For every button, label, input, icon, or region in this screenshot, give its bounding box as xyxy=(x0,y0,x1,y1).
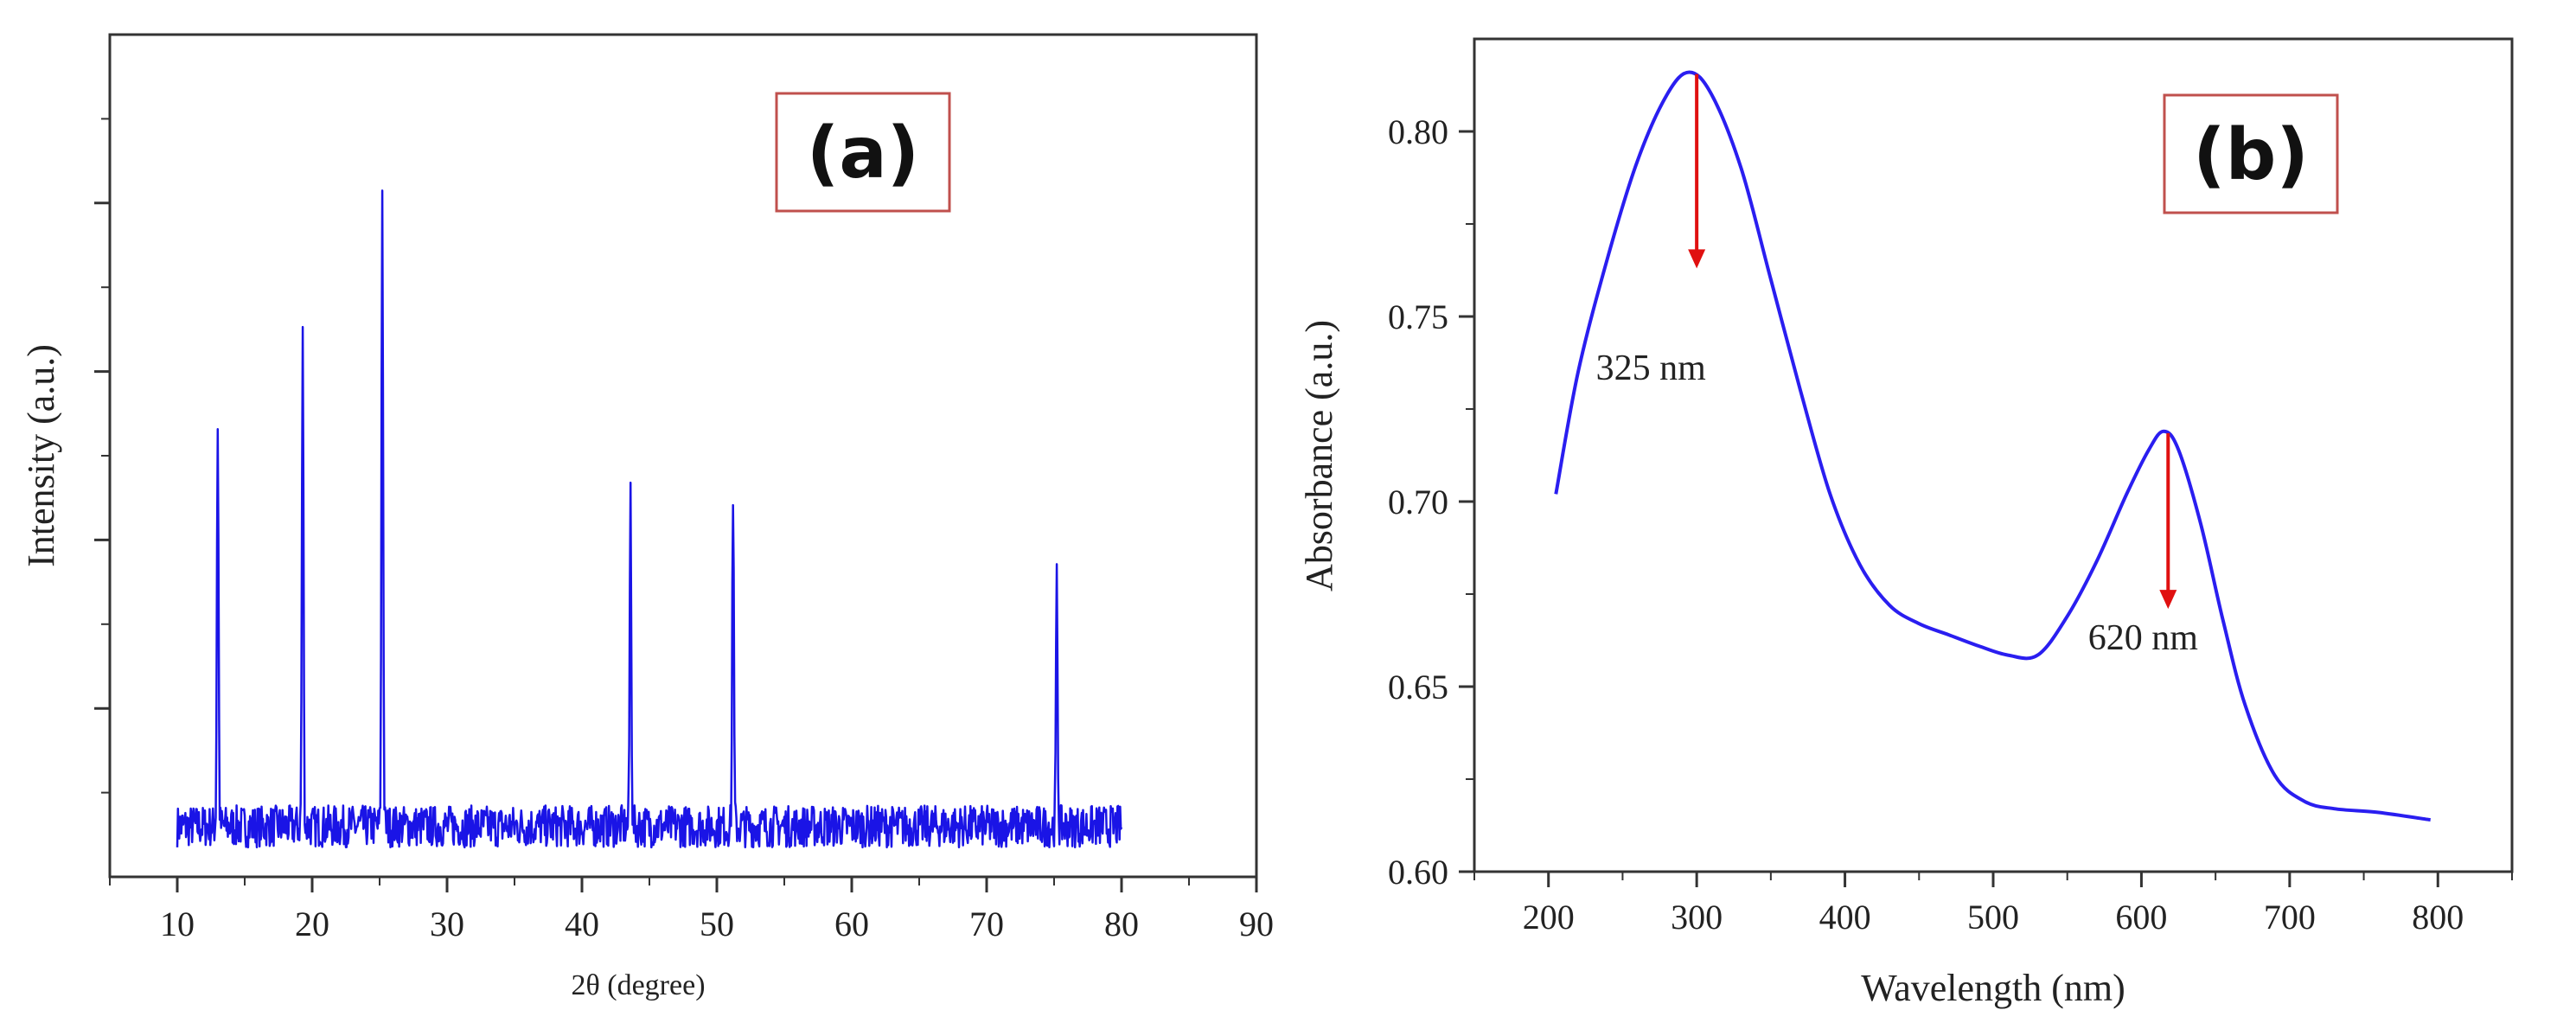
panel-b: 200 300 400 500 600 700 800 0.600.650.700.750.… xyxy=(1298,37,2514,1009)
panel-a-x-tick-label: 70 xyxy=(969,905,1004,943)
panel-a-x-tick-label: 90 xyxy=(1239,905,1274,943)
panel-a-x-tick-label: 60 xyxy=(834,905,869,943)
panel-a-x-ticks xyxy=(109,877,1258,892)
panel-b-y-tick-label: 0.80 xyxy=(1388,112,1448,151)
panel-b-label: (b) xyxy=(2193,114,2309,196)
panel-b-y-tick-labels: 0.60 0.65 0.70 0.75 0.80 xyxy=(1388,112,1448,892)
panel-a-series xyxy=(176,189,1123,849)
panel-b-x-tick-label: 700 xyxy=(2264,898,2316,937)
panel-b-x-tick-label: 800 xyxy=(2412,898,2464,937)
panel-b-peak-arrowhead xyxy=(1688,249,1706,269)
panel-a-label: (a) xyxy=(807,112,919,195)
panel-a-x-tick-label: 40 xyxy=(565,905,599,943)
panel-b-y-tick-label: 0.65 xyxy=(1388,668,1448,707)
panel-a-label-box xyxy=(775,92,951,213)
panel-b-plot-frame xyxy=(1473,37,2514,873)
panel-b-peak-label: 325 nm xyxy=(1596,348,1707,388)
panel-b-x-ticks xyxy=(1473,872,2513,887)
panel-b-peak-arrowhead xyxy=(2159,590,2177,610)
panel-b-label-box xyxy=(2163,93,2339,214)
panel-b-absorbance-line xyxy=(1554,70,2431,822)
panel-b-y-axis-title: Absorbance (a.u.) xyxy=(1298,320,1340,591)
panel-b-x-tick-label: 400 xyxy=(1819,898,1871,937)
panel-b-x-tick-label: 500 xyxy=(1967,898,2019,937)
panel-a-x-tick-label: 80 xyxy=(1104,905,1139,943)
panel-a: 10 20 30 40 50 60 70 80 90 2θ (degree) Intensity… xyxy=(20,33,1274,1001)
panel-b-x-tick-label: 300 xyxy=(1671,898,1723,937)
panel-b-annotations: 325 nm 620 nm xyxy=(1596,74,2199,658)
panel-a-xrd-line xyxy=(176,189,1123,849)
panel-b-y-tick-label: 0.60 xyxy=(1388,853,1448,892)
panel-b-peak-label: 620 nm xyxy=(2088,618,2199,658)
panel-a-x-axis-title: 2θ (degree) xyxy=(571,969,705,1001)
panel-b-x-tick-labels: 200 300 400 500 600 700 800 xyxy=(1523,898,2464,937)
panel-a-plot-frame xyxy=(108,33,1258,879)
panel-b-series xyxy=(1554,70,2431,822)
panel-a-y-axis-title: Intensity (a.u.) xyxy=(20,344,62,567)
panel-b-x-tick-label: 200 xyxy=(1523,898,1575,937)
panel-a-x-tick-label: 50 xyxy=(700,905,734,943)
panel-a-y-ticks xyxy=(94,118,110,794)
panel-a-x-tick-label: 30 xyxy=(430,905,464,943)
panel-a-x-tick-label: 20 xyxy=(295,905,329,943)
panel-a-x-tick-label: 10 xyxy=(160,905,195,943)
panel-b-y-tick-label: 0.70 xyxy=(1388,483,1448,521)
panel-a-x-tick-labels: 10 20 30 40 50 60 70 80 90 xyxy=(160,905,1274,943)
panel-b-x-tick-label: 600 xyxy=(2115,898,2167,937)
panel-b-y-tick-label: 0.75 xyxy=(1388,297,1448,336)
panel-b-x-axis-title: Wavelength (nm) xyxy=(1861,967,2125,1009)
panel-b-y-ticks xyxy=(1459,130,1474,873)
